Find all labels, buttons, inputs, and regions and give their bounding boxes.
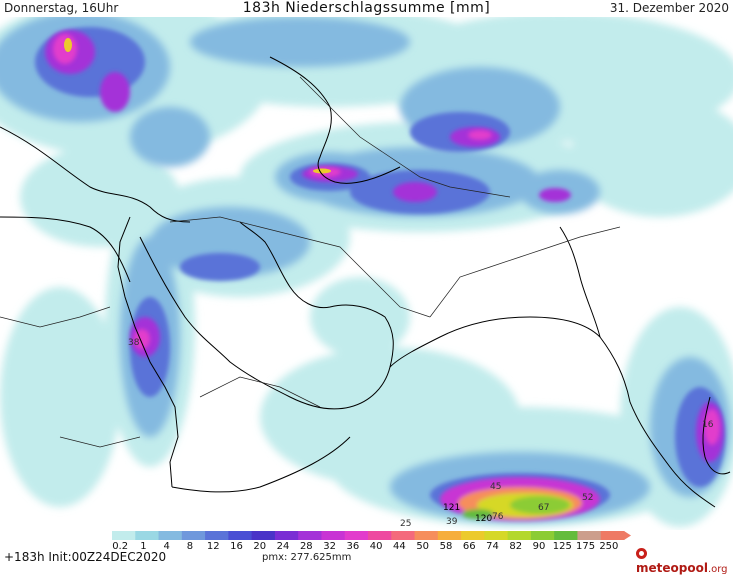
color-scale-label: 0.2 bbox=[112, 541, 129, 552]
color-scale-swatch bbox=[274, 531, 299, 540]
color-scale-swatch bbox=[181, 531, 206, 540]
logo-icon bbox=[636, 548, 647, 559]
run-info: +183h Init:00Z24DEC2020 bbox=[4, 550, 167, 564]
map-value-labels: 38 121 39 120 76 67 52 25 45 16 bbox=[128, 338, 714, 529]
color-scale-label: 175 bbox=[576, 541, 596, 552]
color-scale-bar bbox=[112, 531, 631, 540]
color-scale-swatch bbox=[554, 531, 578, 540]
meteopool-logo[interactable]: meteopool.org bbox=[636, 547, 733, 575]
color-scale-swatch bbox=[228, 531, 253, 540]
color-scale-label: 1 bbox=[140, 541, 147, 552]
color-scale-swatch bbox=[298, 531, 322, 540]
forecast-date: 31. Dezember 2020 bbox=[609, 1, 729, 15]
color-scale-swatch bbox=[414, 531, 439, 540]
max-precip-value: pmx: 277.625mm bbox=[262, 552, 352, 563]
value-label-25: 25 bbox=[400, 519, 411, 529]
color-scale-label: 74 bbox=[486, 541, 499, 552]
color-scale-swatch bbox=[461, 531, 485, 540]
forecast-day-time: Donnerstag, 16Uhr bbox=[4, 1, 119, 15]
color-scale-label: 50 bbox=[416, 541, 430, 552]
color-scale-swatch bbox=[437, 531, 462, 540]
color-scale-label: 8 bbox=[186, 541, 194, 552]
color-scale-labels: 0.2 1 4 8 12 16 20 24 28 32 36 40 44 50 58 66 74 82 90 125 1… bbox=[112, 541, 632, 553]
color-scale-label: 16 bbox=[230, 541, 243, 552]
coastlines bbox=[0, 56, 731, 508]
color-scale-swatch bbox=[321, 531, 346, 540]
value-label-52: 52 bbox=[582, 493, 593, 503]
value-label-76: 76 bbox=[492, 512, 504, 522]
color-scale-swatch bbox=[158, 531, 183, 540]
value-label-east-africa: 38 bbox=[128, 338, 140, 348]
map-title: 183h Niederschlagssumme [mm] bbox=[242, 0, 491, 16]
color-scale-label: 58 bbox=[439, 541, 453, 552]
country-borders bbox=[0, 76, 621, 448]
color-scale-swatch bbox=[600, 531, 625, 540]
color-scale-swatch bbox=[577, 531, 602, 540]
precipitation-map: 38 121 39 120 76 67 52 25 45 16 bbox=[0, 17, 733, 530]
color-scale-label: 36 bbox=[346, 541, 360, 552]
color-scale-label: 4 bbox=[163, 541, 170, 552]
color-scale-label: 24 bbox=[276, 541, 290, 552]
precip-field-yellow bbox=[64, 38, 331, 174]
color-scale-label: 12 bbox=[206, 541, 220, 552]
color-scale-swatch bbox=[112, 531, 136, 540]
color-scale-arrow bbox=[624, 531, 631, 540]
color-scale-label: 82 bbox=[509, 541, 523, 552]
color-scale-label: 66 bbox=[462, 541, 476, 552]
color-scale-swatch bbox=[391, 531, 416, 540]
color-scale-label: 250 bbox=[599, 541, 619, 552]
color-scale-swatch bbox=[135, 531, 160, 540]
header-bar: Donnerstag, 16Uhr 183h Niederschlagssumm… bbox=[0, 0, 733, 17]
color-scale-swatch bbox=[507, 531, 532, 540]
value-label-45: 45 bbox=[490, 482, 501, 492]
value-label-121: 121 bbox=[443, 503, 460, 513]
precipitation-map-svg: 38 121 39 120 76 67 52 25 45 16 bbox=[0, 17, 733, 529]
value-label-120: 120 bbox=[475, 514, 492, 524]
color-scale-swatch bbox=[205, 531, 229, 540]
precip-field-arabian-sea bbox=[440, 477, 600, 521]
value-label-67: 67 bbox=[538, 503, 549, 513]
color-scale-swatch bbox=[368, 531, 392, 540]
color-scale-swatch bbox=[484, 531, 509, 540]
color-scale-swatch bbox=[344, 531, 369, 540]
color-scale-label: 125 bbox=[552, 541, 572, 552]
footer-bar: 0.2 1 4 8 12 16 20 24 28 32 36 40 44 50 58 66 74 82 90 125 1… bbox=[0, 530, 733, 575]
value-label-16: 16 bbox=[702, 420, 714, 430]
color-scale-swatch bbox=[530, 531, 555, 540]
color-scale-label: 40 bbox=[369, 541, 383, 552]
color-scale-label: 20 bbox=[253, 541, 267, 552]
color-scale-label: 90 bbox=[532, 541, 546, 552]
color-scale-label: 44 bbox=[393, 541, 406, 552]
color-scale-swatch bbox=[251, 531, 276, 540]
color-scale-label: 28 bbox=[299, 541, 313, 552]
color-scale-label: 32 bbox=[323, 541, 336, 552]
logo-text: meteopool bbox=[636, 561, 708, 575]
value-label-39: 39 bbox=[446, 517, 458, 527]
